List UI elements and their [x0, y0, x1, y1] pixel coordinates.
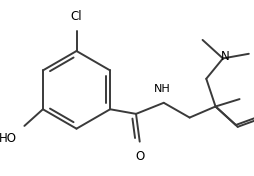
- Text: Cl: Cl: [71, 10, 82, 23]
- Text: NH: NH: [153, 84, 170, 94]
- Text: HO: HO: [0, 132, 17, 145]
- Text: O: O: [135, 150, 144, 163]
- Text: N: N: [220, 50, 229, 63]
